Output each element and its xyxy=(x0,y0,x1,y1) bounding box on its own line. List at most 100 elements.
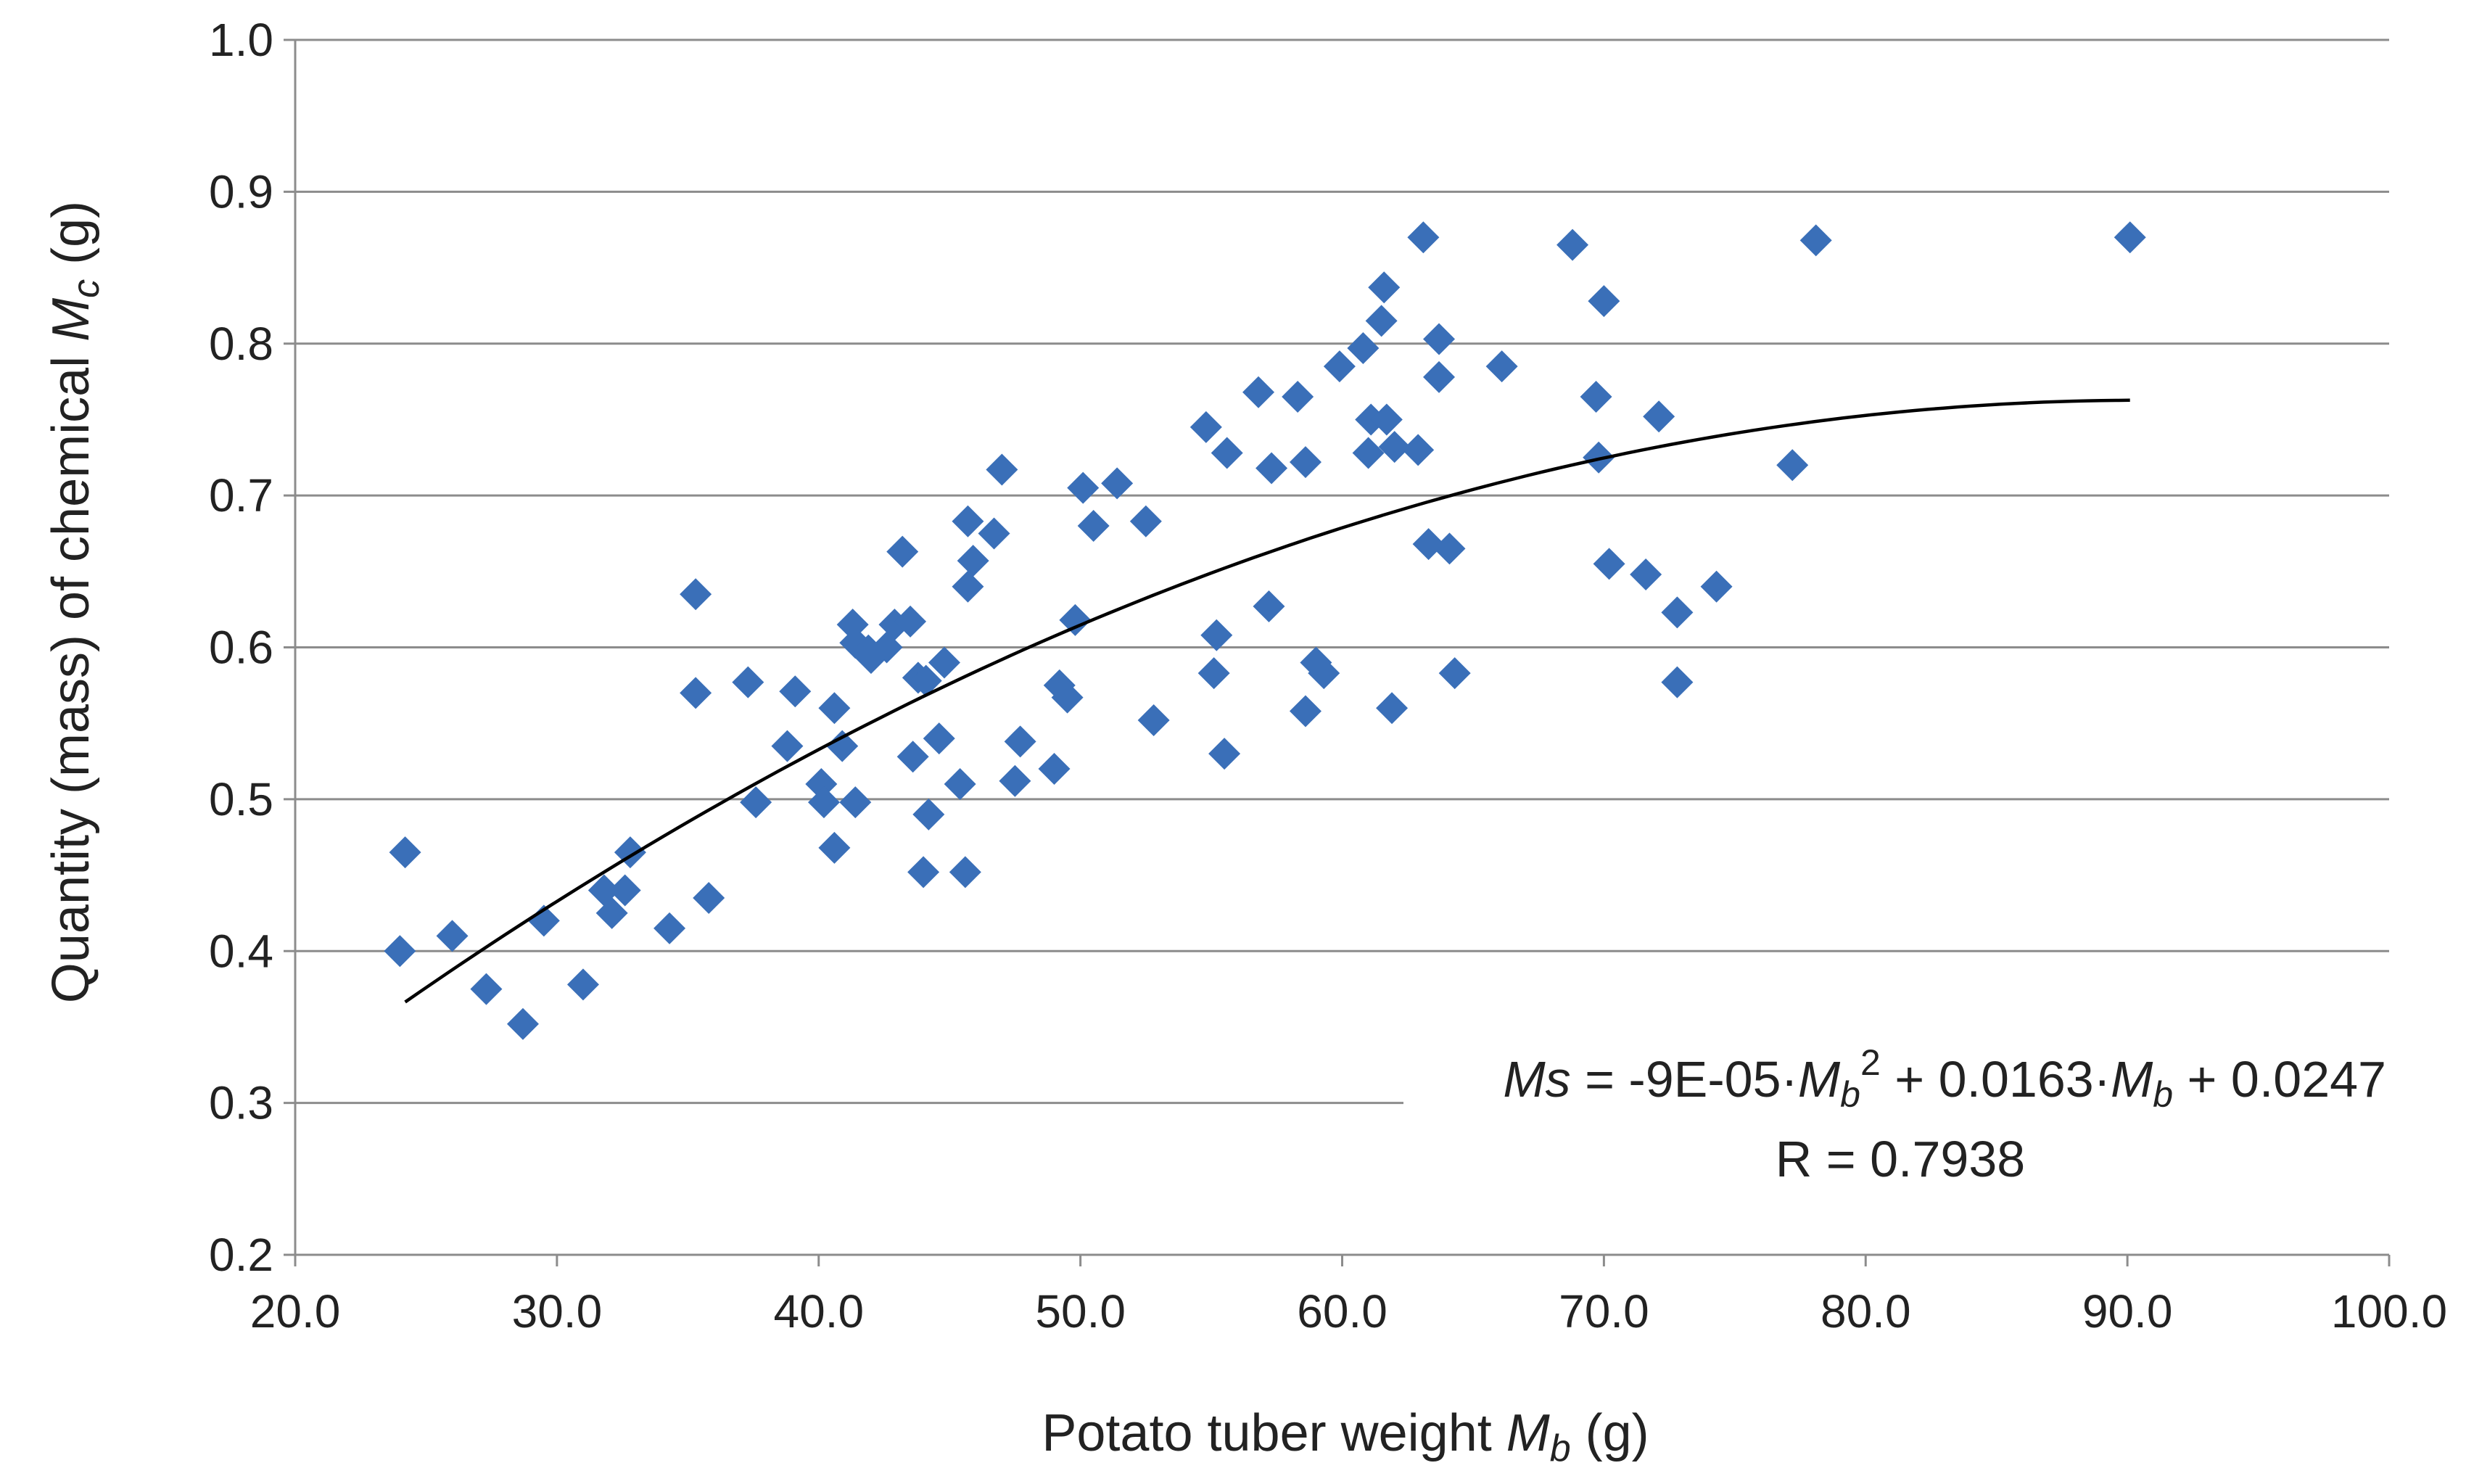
data-point xyxy=(1485,350,1518,383)
data-point xyxy=(1376,692,1409,725)
data-point xyxy=(910,664,942,697)
data-point xyxy=(986,453,1018,486)
data-point xyxy=(740,786,772,819)
y-tick-label: 0.3 xyxy=(209,1077,273,1129)
x-axis-title-suffix: (g) xyxy=(1571,1404,1649,1462)
x-axis-title: Potato tuber weight Mb (g) xyxy=(1042,1404,1649,1469)
data-point xyxy=(1200,619,1233,651)
y-tick-label: 0.9 xyxy=(209,165,273,218)
axes xyxy=(284,38,2391,1266)
y-axis-title-suffix: (g) xyxy=(42,201,100,279)
x-tick-label: 30.0 xyxy=(512,1285,603,1337)
data-point xyxy=(944,767,976,800)
y-axis-title-prefix: Quantity (mass) of chemical xyxy=(42,342,100,1003)
x-tick-label: 100.0 xyxy=(2331,1285,2447,1337)
y-axis-title-symbol: M xyxy=(42,298,100,342)
data-point xyxy=(1101,467,1134,500)
data-point xyxy=(1255,452,1288,485)
equation-equals: = -9E-05· xyxy=(1571,1051,1798,1108)
data-point xyxy=(1661,596,1694,629)
equation-lhs: Ms xyxy=(1503,1051,1570,1108)
data-point xyxy=(818,831,851,864)
x-axis-title-symbol: M xyxy=(1506,1404,1550,1462)
data-point xyxy=(818,692,851,725)
data-point xyxy=(1208,738,1241,770)
data-point xyxy=(693,881,725,914)
x-axis-title-prefix: Potato tuber weight xyxy=(1042,1404,1506,1462)
equation-sub2: b xyxy=(2153,1074,2173,1115)
data-point xyxy=(894,605,927,638)
y-tick-label: 0.5 xyxy=(209,773,273,825)
trendline xyxy=(404,398,2130,1004)
data-point xyxy=(1402,434,1435,466)
data-point xyxy=(506,1007,539,1040)
y-tick-label: 0.4 xyxy=(209,925,273,977)
data-point xyxy=(680,677,712,709)
equation-sup: 2 xyxy=(1860,1042,1881,1083)
x-tick-label: 80.0 xyxy=(1821,1285,1911,1337)
data-point xyxy=(566,968,599,1001)
data-point xyxy=(1370,403,1403,436)
data-point xyxy=(886,535,919,568)
data-point xyxy=(680,578,712,611)
data-point xyxy=(1059,603,1092,636)
data-point xyxy=(1004,725,1036,758)
data-point xyxy=(653,912,686,944)
data-point xyxy=(1593,548,1625,580)
data-point xyxy=(389,836,421,869)
data-point xyxy=(384,935,416,968)
data-point xyxy=(826,730,859,762)
equation-text: Ms = -9E-05·Mb2 + 0.0163·Mb + 0.0247 xyxy=(1503,1042,2386,1115)
x-tick-label: 50.0 xyxy=(1035,1285,1126,1337)
x-tick-label: 60.0 xyxy=(1297,1285,1387,1337)
equation-sub1: b xyxy=(1840,1074,1860,1115)
data-point xyxy=(839,786,872,819)
data-point xyxy=(1661,666,1694,698)
data-point xyxy=(1433,532,1466,565)
data-point xyxy=(978,517,1010,550)
data-point xyxy=(1051,681,1084,714)
x-tick-label: 40.0 xyxy=(773,1285,864,1337)
data-point xyxy=(1289,446,1321,479)
data-point xyxy=(1407,221,1440,254)
data-point xyxy=(1368,271,1401,304)
data-points xyxy=(384,221,2146,1040)
data-point xyxy=(1412,528,1445,561)
y-tick-label: 0.2 xyxy=(209,1229,273,1281)
data-point xyxy=(1211,437,1243,469)
data-point xyxy=(1556,228,1589,261)
data-point xyxy=(1129,505,1162,537)
data-point xyxy=(928,646,960,679)
data-point xyxy=(1588,285,1620,318)
data-point xyxy=(1378,431,1411,463)
data-point xyxy=(1580,381,1612,413)
data-point xyxy=(436,920,469,952)
data-point xyxy=(732,666,764,698)
data-point xyxy=(912,798,945,830)
data-point xyxy=(952,505,984,537)
data-point xyxy=(1423,323,1456,355)
data-point xyxy=(807,786,840,819)
data-point xyxy=(957,545,989,577)
data-point xyxy=(527,904,560,937)
y-axis-title-subscript: c xyxy=(65,279,107,298)
equation-tail: + 0.0247 xyxy=(2173,1051,2386,1108)
data-point xyxy=(1067,471,1100,504)
data-point xyxy=(952,570,984,603)
x-tick-label: 20.0 xyxy=(250,1285,341,1337)
equation-m2: M xyxy=(2111,1051,2153,1108)
data-point xyxy=(1347,332,1380,365)
data-point xyxy=(609,874,641,907)
data-point xyxy=(1630,558,1662,590)
data-point xyxy=(1365,305,1398,337)
equation-box xyxy=(1403,1030,2397,1197)
data-point xyxy=(1308,657,1340,690)
data-point xyxy=(999,764,1031,797)
data-point xyxy=(1077,510,1110,542)
y-axis-title: Quantity (mass) of chemical Mc (g) xyxy=(42,201,107,1003)
equation-mid: + 0.0163· xyxy=(1881,1051,2111,1108)
y-tick-label: 0.7 xyxy=(209,469,273,522)
x-tick-labels: 20.0 30.0 40.0 50.0 60.0 70.0 80.0 90.0 100.0 xyxy=(250,1285,2447,1337)
gridlines xyxy=(295,38,2389,1105)
